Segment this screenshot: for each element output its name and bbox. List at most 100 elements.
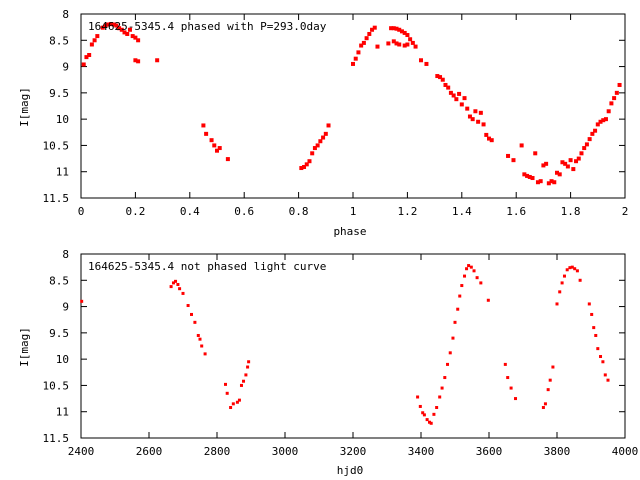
phased-data-point: [560, 160, 565, 165]
phased-chart-title: 164625-5345.4 phased with P=293.0day: [88, 20, 327, 33]
unphased-x-tick-label: 4000: [612, 445, 639, 458]
phased-x-tick-label: 0.8: [289, 205, 309, 218]
unphased-data-point: [603, 373, 607, 377]
phased-data-point: [476, 119, 481, 124]
phased-data-point: [563, 161, 568, 166]
phased-data-point: [122, 30, 127, 35]
unphased-data-point: [599, 355, 603, 359]
unphased-data-point: [606, 378, 610, 382]
phased-data-point: [405, 42, 410, 47]
phased-data-point: [359, 43, 364, 48]
phased-data-point: [353, 56, 358, 61]
phased-data-point: [307, 159, 312, 164]
phased-data-point: [448, 90, 453, 95]
unphased-data-point: [551, 365, 555, 369]
unphased-x-tick-label: 3200: [340, 445, 367, 458]
phased-data-point: [574, 159, 579, 164]
phased-y-tick-label: 11.5: [43, 192, 70, 205]
phased-data-point: [364, 36, 369, 41]
unphased-chart-title: 164625-5345.4 not phased light curve: [88, 260, 326, 273]
unphased-data-point: [448, 351, 452, 355]
unphased-data-point: [435, 406, 439, 410]
phased-y-tick-label: 10: [56, 113, 69, 126]
unphased-data-points: [80, 264, 610, 425]
unphased-data-point: [453, 320, 457, 324]
phased-data-point: [356, 50, 361, 55]
phased-data-point: [81, 62, 86, 67]
phased-data-point: [467, 114, 472, 119]
unphased-y-ticks: 8 8.5 9 9.5 10 10.5 11 11.5: [43, 248, 625, 445]
phased-data-point: [584, 142, 589, 147]
phased-y-tick-label: 10.5: [43, 139, 70, 152]
unphased-y-axis-label: I[mag]: [18, 327, 31, 367]
unphased-data-point: [560, 281, 564, 285]
unphased-data-point: [467, 264, 471, 268]
phased-x-tick-label: 1.2: [397, 205, 417, 218]
phased-data-point: [617, 82, 622, 87]
phased-data-point: [552, 180, 557, 185]
phased-x-tick-label: 1.4: [452, 205, 472, 218]
phased-x-tick-label: 1.6: [506, 205, 526, 218]
phased-data-point: [565, 164, 570, 169]
phased-data-point: [326, 123, 331, 128]
unphased-data-point: [244, 373, 248, 377]
phased-y-ticks: 8 8.5 9 9.5 10 10.5 11 11.5: [43, 8, 625, 205]
unphased-data-point: [590, 312, 594, 316]
phased-data-point: [215, 148, 219, 153]
unphased-data-point: [225, 391, 229, 395]
unphased-data-point: [198, 337, 202, 341]
phased-data-point: [571, 167, 576, 172]
phased-data-point: [136, 38, 141, 43]
phased-data-point: [546, 181, 551, 186]
phased-y-tick-label: 9: [62, 61, 69, 74]
phased-y-tick-label: 11: [56, 166, 69, 179]
unphased-data-point: [432, 412, 436, 416]
phased-data-point: [587, 137, 592, 142]
unphased-data-point: [451, 336, 455, 340]
unphased-data-point: [196, 333, 200, 337]
phased-data-point: [535, 180, 540, 185]
phased-data-point: [225, 157, 230, 162]
phased-x-tick-label: 0.6: [234, 205, 254, 218]
phased-data-point: [408, 37, 413, 42]
unphased-y-tick-label: 11.5: [43, 432, 70, 445]
phased-data-point: [405, 33, 410, 38]
phased-x-tick-label: 2: [622, 205, 629, 218]
phased-data-point: [555, 170, 559, 175]
phased-data-point: [473, 109, 478, 114]
phased-data-point: [544, 161, 549, 166]
phased-data-points: [81, 21, 622, 186]
phased-data-point: [603, 117, 608, 122]
phased-data-point: [595, 122, 600, 127]
phased-data-point: [397, 27, 402, 32]
phased-data-point: [312, 146, 317, 151]
unphased-data-point: [190, 312, 193, 316]
phased-data-point: [361, 40, 366, 45]
unphased-x-tick-label: 2800: [204, 445, 231, 458]
unphased-data-point: [543, 402, 547, 406]
phased-data-point: [389, 26, 394, 31]
phased-data-point: [538, 179, 543, 184]
unphased-data-point: [465, 267, 469, 271]
phased-data-point: [95, 34, 100, 39]
unphased-data-point: [565, 268, 569, 272]
unphased-data-point: [446, 362, 450, 366]
unphased-x-ticks: 2400 2600 2800 3000 3200 3400 3600 3800 4000: [68, 254, 639, 458]
unphased-data-point: [548, 378, 552, 382]
unphased-data-point: [456, 307, 460, 311]
phased-data-point: [117, 26, 122, 31]
phased-data-point: [323, 131, 328, 136]
phased-data-point: [609, 101, 614, 106]
phased-data-point: [394, 26, 399, 31]
phased-data-point: [127, 27, 132, 32]
phased-data-point: [582, 146, 587, 151]
unphased-data-point: [237, 398, 241, 402]
phased-data-point: [457, 91, 462, 96]
phased-data-point: [201, 123, 206, 128]
phased-data-point: [440, 77, 445, 82]
phased-data-point: [133, 35, 138, 40]
unphased-x-tick-label: 3600: [476, 445, 503, 458]
phased-x-tick-label: 1.8: [561, 205, 581, 218]
unphased-data-point: [568, 266, 572, 270]
unphased-data-point: [558, 290, 562, 294]
